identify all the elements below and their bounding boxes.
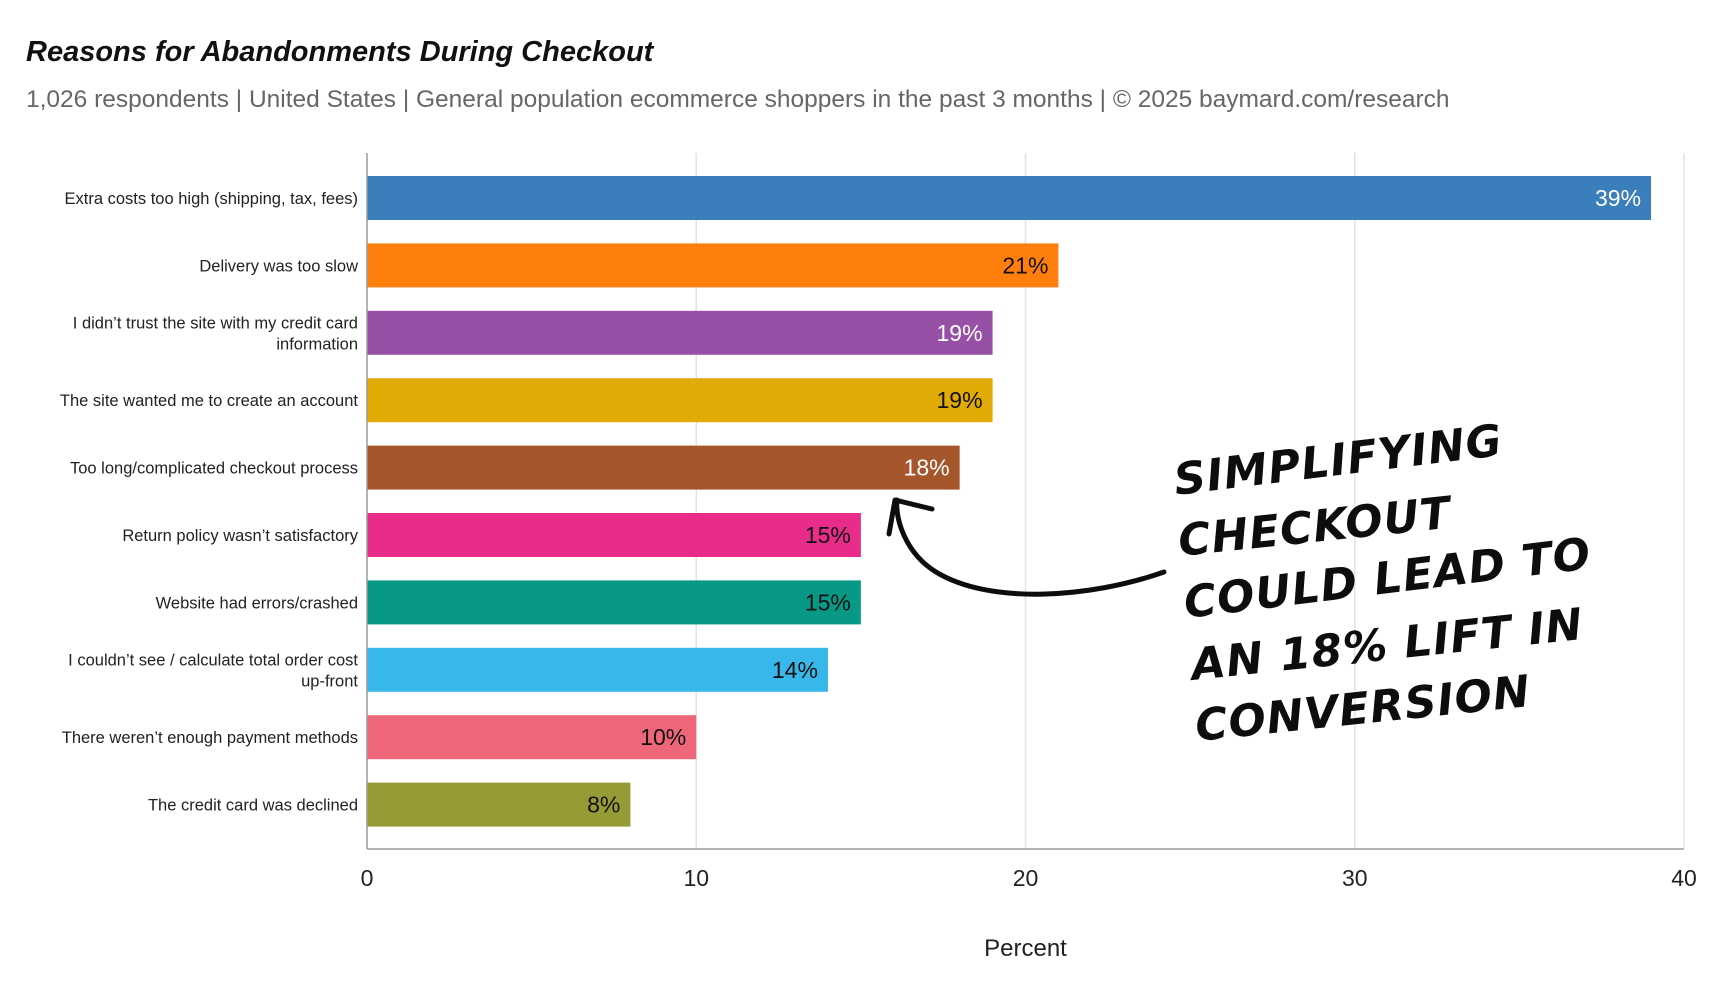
- bars: [367, 176, 1652, 827]
- annotation-arrowhead: [886, 497, 935, 537]
- data-label: 21%: [1002, 252, 1048, 278]
- data-label: 14%: [772, 657, 818, 683]
- x-tick-label: 20: [1013, 865, 1039, 891]
- category-label: up-front: [301, 672, 358, 690]
- x-tick-label: 30: [1342, 865, 1368, 891]
- category-label: I couldn’t see / calculate total order c…: [68, 651, 358, 669]
- x-axis-title: Percent: [984, 935, 1067, 962]
- data-label: 19%: [937, 387, 983, 413]
- chart-subtitle: 1,026 respondents | United States | Gene…: [26, 86, 1450, 113]
- category-label: information: [276, 335, 358, 353]
- bar: [367, 513, 861, 557]
- category-label: The site wanted me to create an account: [60, 392, 359, 410]
- bar: [367, 580, 861, 625]
- bar: [367, 243, 1059, 288]
- bar: [367, 445, 960, 490]
- data-label: 19%: [937, 320, 983, 346]
- data-label: 39%: [1595, 185, 1641, 211]
- data-label: 15%: [805, 589, 851, 615]
- category-label: Return policy wasn’t satisfactory: [122, 527, 358, 545]
- category-label: Website had errors/crashed: [156, 594, 358, 612]
- x-tick-label: 10: [683, 865, 709, 891]
- bar: [367, 782, 631, 827]
- annotation-text: SIMPLIFYING: [1171, 415, 1505, 506]
- data-label: 15%: [805, 522, 851, 548]
- category-label: Delivery was too slow: [199, 257, 358, 275]
- chart-title: Reasons for Abandonments During Checkout: [26, 36, 654, 68]
- x-tick-label: 40: [1671, 865, 1697, 891]
- data-label: 18%: [904, 455, 950, 481]
- data-label: 10%: [640, 724, 686, 750]
- bar: [367, 176, 1652, 220]
- category-label: There weren’t enough payment methods: [62, 729, 358, 747]
- data-label: 8%: [587, 792, 620, 818]
- bar: [367, 310, 993, 355]
- bar: [367, 647, 828, 692]
- annotation-arrow: [894, 497, 1167, 597]
- category-label: The credit card was declined: [148, 797, 358, 815]
- category-label: I didn’t trust the site with my credit c…: [73, 314, 358, 332]
- bar: [367, 715, 697, 760]
- bar: [367, 378, 993, 423]
- labels: Extra costs too high (shipping, tax, fee…: [60, 185, 1641, 818]
- category-label: Extra costs too high (shipping, tax, fee…: [65, 190, 358, 208]
- x-tick-label: 0: [361, 865, 374, 891]
- category-label: Too long/complicated checkout process: [70, 460, 358, 478]
- axes: 0 10 20 30 40 Percent: [361, 153, 1697, 962]
